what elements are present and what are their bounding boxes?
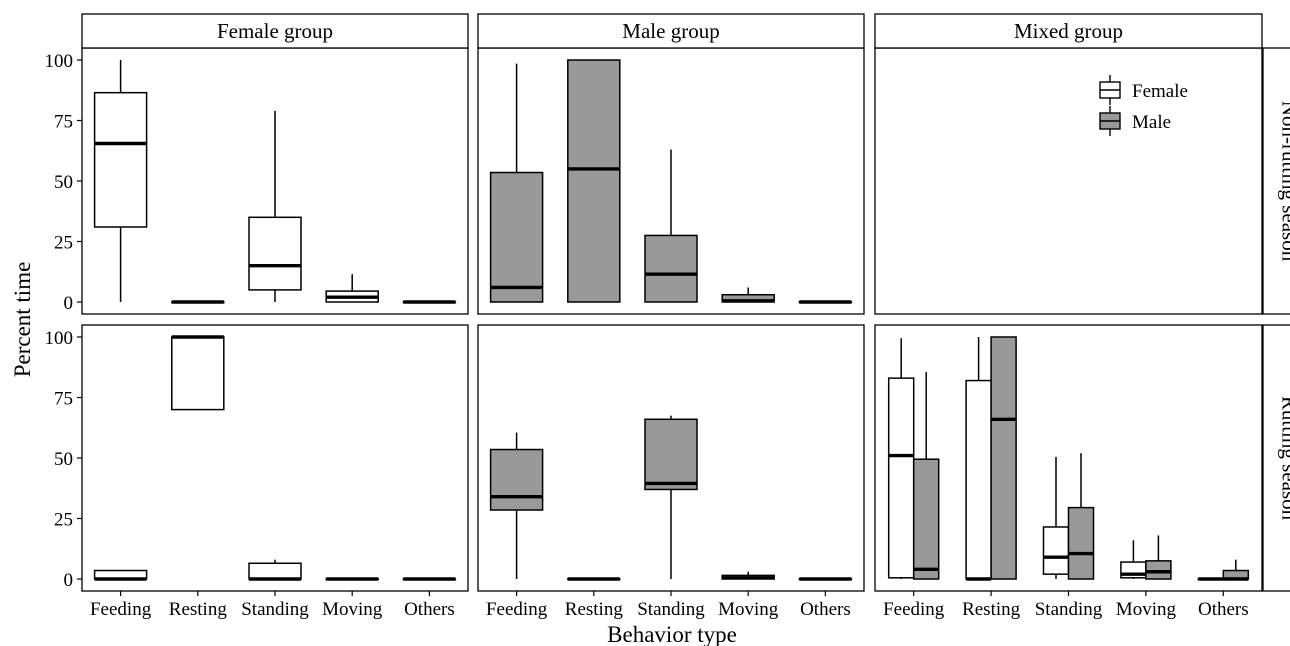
box-mixed-group-rutting-season-male-others <box>1222 559 1250 581</box>
strip-label-male-group: Male group <box>622 19 719 43</box>
box-mixed-group-rutting-season-male-feeding <box>912 372 940 580</box>
y-tick-label: 25 <box>54 233 73 254</box>
panel-female-group-rutting-season <box>81 324 469 592</box>
box-female-group-rutting-season-female-others <box>402 577 457 581</box>
y-tick-label: 100 <box>45 328 74 349</box>
box-female-group-non-rutting-season-female-others <box>402 300 457 304</box>
box-rect <box>1145 560 1172 580</box>
box-mixed-group-rutting-season-male-moving <box>1145 535 1172 580</box>
box-rect <box>489 171 544 303</box>
box-rect <box>1042 526 1070 575</box>
box-male-group-non-rutting-season-male-moving <box>721 287 775 303</box>
box-female-group-non-rutting-season-female-moving <box>325 274 379 303</box>
x-tick-label-resting: Resting <box>169 599 228 620</box>
y-tick-label: 0 <box>64 293 74 314</box>
box-rect <box>965 379 992 580</box>
boxes-layer <box>93 59 1250 581</box>
box-male-group-rutting-season-male-moving <box>721 571 775 580</box>
box-female-group-non-rutting-season-female-feeding <box>93 60 148 302</box>
box-rect <box>93 91 148 228</box>
x-tick-label-others: Others <box>404 599 455 620</box>
box-rect <box>171 336 225 411</box>
x-tick-label-resting: Resting <box>962 599 1021 620</box>
box-rect <box>248 216 302 291</box>
axes-layer: 0 25 50 75 100 0 25 50 75 100 Feeding Resting Standi… <box>45 51 1249 620</box>
box-rect <box>248 562 302 580</box>
y-tick-label: 0 <box>64 570 74 591</box>
strip-label-mixed-group: Mixed group <box>1014 19 1123 43</box>
x-tick-label-moving: Moving <box>1116 599 1177 620</box>
x-tick-label-standing: Standing <box>241 599 309 620</box>
box-mixed-group-rutting-season-female-moving <box>1120 540 1147 579</box>
x-tick-label-others: Others <box>800 599 851 620</box>
legend: Female Male <box>1099 75 1188 136</box>
y-tick-label: 75 <box>54 112 73 133</box>
box-female-group-non-rutting-season-female-standing <box>248 110 302 302</box>
box-female-group-rutting-season-female-feeding <box>93 569 148 581</box>
x-tick-label-resting: Resting <box>565 599 624 620</box>
facet-strips: Female group Male group Mixed group Non-rut… <box>81 13 1290 592</box>
panel-mixed-group-non-rutting-season <box>874 47 1263 315</box>
box-mixed-group-rutting-season-female-resting <box>965 337 992 581</box>
strip-rutting-season <box>1262 324 1290 592</box>
x-tick-label-feeding: Feeding <box>883 599 945 620</box>
legend-label-male: Male <box>1132 112 1171 133</box>
box-rect <box>912 458 940 580</box>
strip-non-rutting-season <box>1262 47 1290 315</box>
box-rect <box>644 234 698 303</box>
legend-item-male: Male <box>1099 106 1171 136</box>
box-male-group-non-rutting-season-male-standing <box>644 149 698 303</box>
x-axis-title: Behavior type <box>607 622 737 646</box>
x-tick-label-standing: Standing <box>637 599 705 620</box>
box-mixed-group-rutting-season-male-standing <box>1067 453 1095 580</box>
box-male-group-non-rutting-season-male-feeding <box>489 63 544 303</box>
box-rect <box>990 336 1017 580</box>
strip-label-non-rutting-season: Non-rutting season <box>1278 101 1290 262</box>
box-male-group-rutting-season-male-others <box>798 577 853 581</box>
box-mixed-group-rutting-season-female-others <box>1197 577 1225 581</box>
box-female-group-rutting-season-female-resting <box>171 335 225 411</box>
box-male-group-non-rutting-season-male-resting <box>567 59 621 303</box>
x-tick-label-feeding: Feeding <box>486 599 548 620</box>
strip-female-group <box>81 13 469 49</box>
legend-item-female: Female <box>1099 75 1188 105</box>
strip-label-rutting-season: Rutting season <box>1278 396 1290 521</box>
y-tick-label: 75 <box>54 389 73 410</box>
x-tick-label-moving: Moving <box>718 599 779 620</box>
box-mixed-group-rutting-season-male-resting <box>990 336 1017 580</box>
x-tick-label-standing: Standing <box>1035 599 1103 620</box>
y-tick-label: 50 <box>54 172 73 193</box>
box-female-group-non-rutting-season-female-resting <box>171 300 225 304</box>
box-male-group-rutting-season-male-feeding <box>489 432 544 579</box>
box-male-group-rutting-season-male-standing <box>644 415 698 579</box>
box-rect <box>567 59 621 303</box>
legend-label-female: Female <box>1132 81 1188 102</box>
box-rect <box>489 448 544 511</box>
box-rect <box>644 418 698 491</box>
box-female-group-rutting-season-female-standing <box>248 559 302 581</box>
box-male-group-rutting-season-male-resting <box>567 577 621 581</box>
box-male-group-non-rutting-season-male-others <box>798 300 853 304</box>
x-tick-label-feeding: Feeding <box>90 599 152 620</box>
y-tick-label: 50 <box>54 449 73 470</box>
strip-mixed-group <box>874 13 1263 49</box>
x-tick-label-moving: Moving <box>322 599 383 620</box>
box-rect <box>887 377 915 579</box>
x-tick-label-others: Others <box>1198 599 1249 620</box>
box-female-group-rutting-season-female-moving <box>325 577 379 581</box>
box-mixed-group-rutting-season-female-feeding <box>887 338 915 579</box>
strip-label-female-group: Female group <box>217 19 333 43</box>
box-rect <box>1067 506 1095 580</box>
y-tick-label: 25 <box>54 510 73 531</box>
y-tick-label: 100 <box>45 51 74 72</box>
strip-male-group <box>477 13 865 49</box>
y-axis-title: Percent time <box>10 262 35 378</box>
